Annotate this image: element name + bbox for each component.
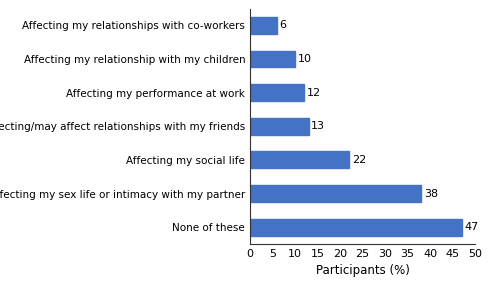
Bar [250, 185, 421, 202]
Bar [250, 219, 462, 236]
Text: 47: 47 [464, 222, 478, 232]
Text: 38: 38 [424, 189, 438, 199]
Bar [250, 152, 349, 168]
Bar [250, 17, 277, 34]
Bar [250, 118, 308, 135]
Bar [250, 84, 304, 101]
Text: 6: 6 [280, 20, 286, 30]
Bar [250, 51, 295, 67]
Text: 12: 12 [306, 88, 321, 98]
Text: 22: 22 [352, 155, 366, 165]
Text: 13: 13 [311, 121, 325, 131]
X-axis label: Participants (%): Participants (%) [316, 264, 410, 277]
Text: 10: 10 [298, 54, 312, 64]
